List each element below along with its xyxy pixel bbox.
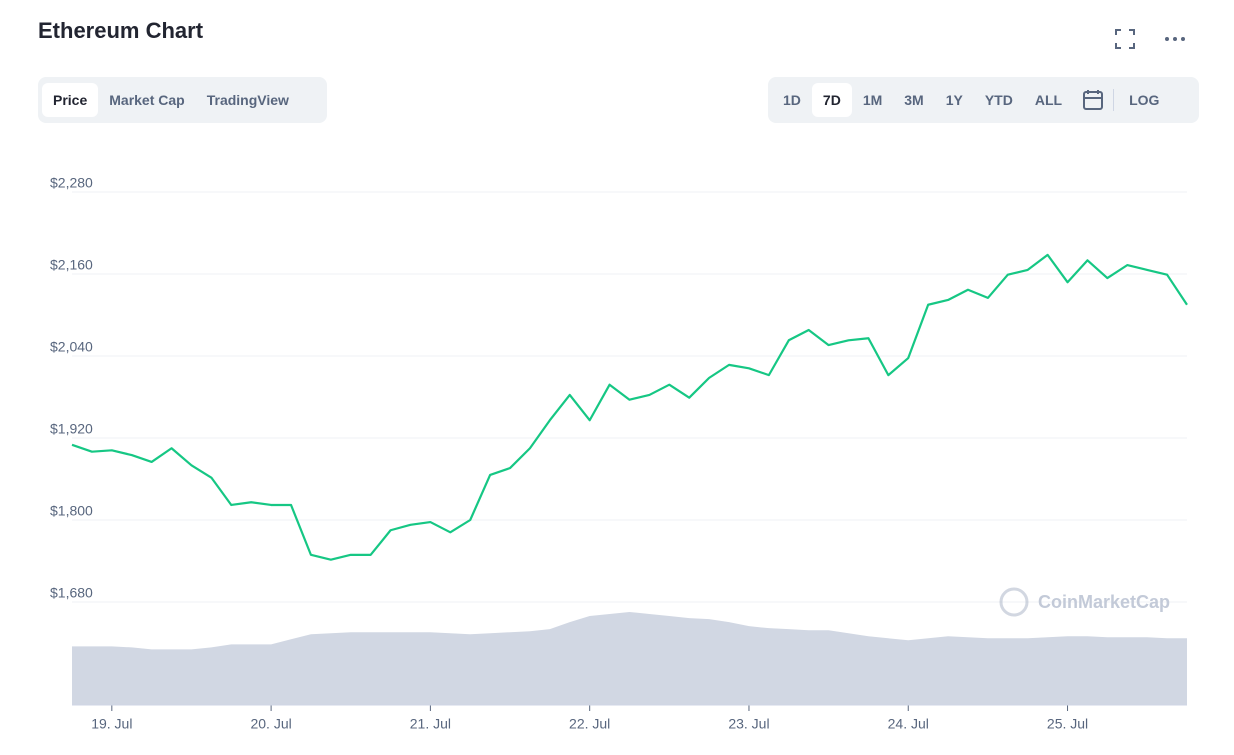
x-tick-label: 22. Jul (569, 716, 610, 732)
watermark (999, 587, 1029, 617)
range-button[interactable]: YTD (984, 92, 1013, 108)
x-tick-label: 20. Jul (250, 716, 291, 732)
page-title: Ethereum Chart (38, 18, 204, 43)
y-tick-label: $1,920 (50, 421, 93, 437)
range-tabs: 1D 7D 1M 3M 1Y YTD ALL LOG (768, 77, 1199, 123)
more-icon[interactable] (1164, 28, 1186, 50)
range-button[interactable]: 1M (862, 92, 883, 108)
y-tick-label: $1,800 (50, 503, 93, 519)
x-tick-label: 24. Jul (888, 716, 929, 732)
log-button[interactable]: LOG (1129, 92, 1160, 108)
range-button[interactable]: ALL (1034, 92, 1063, 108)
y-tick-label: $1,680 (50, 585, 93, 601)
tab-button[interactable]: TradingView (206, 92, 289, 108)
y-tick-label: $2,040 (50, 339, 93, 355)
range-button[interactable]: 3M (904, 92, 924, 108)
range-button[interactable]: 7D (811, 83, 852, 117)
volume-area (72, 612, 1187, 705)
chart-type-tabs: Price Market Cap TradingView (38, 77, 327, 123)
tab-button[interactable]: Market Cap (109, 92, 185, 108)
range-button[interactable]: 1Y (945, 92, 963, 108)
watermark-text: CoinMarketCap (1038, 592, 1170, 612)
y-tick-label: $2,160 (50, 257, 93, 273)
tab-button[interactable]: Price (42, 83, 99, 117)
range-button[interactable]: 1D (783, 92, 801, 108)
x-tick-label: 21. Jul (410, 716, 451, 732)
y-tick-label: $2,280 (50, 175, 93, 191)
separator (1113, 89, 1115, 111)
x-tick-label: 23. Jul (728, 716, 769, 732)
watermark-logo (999, 587, 1029, 617)
calendar-icon[interactable] (1073, 89, 1113, 111)
x-tick-label: 19. Jul (91, 716, 132, 732)
price-line (71, 253, 1188, 561)
fullscreen-icon[interactable] (1114, 28, 1136, 50)
x-tick-label: 25. Jul (1047, 716, 1088, 732)
